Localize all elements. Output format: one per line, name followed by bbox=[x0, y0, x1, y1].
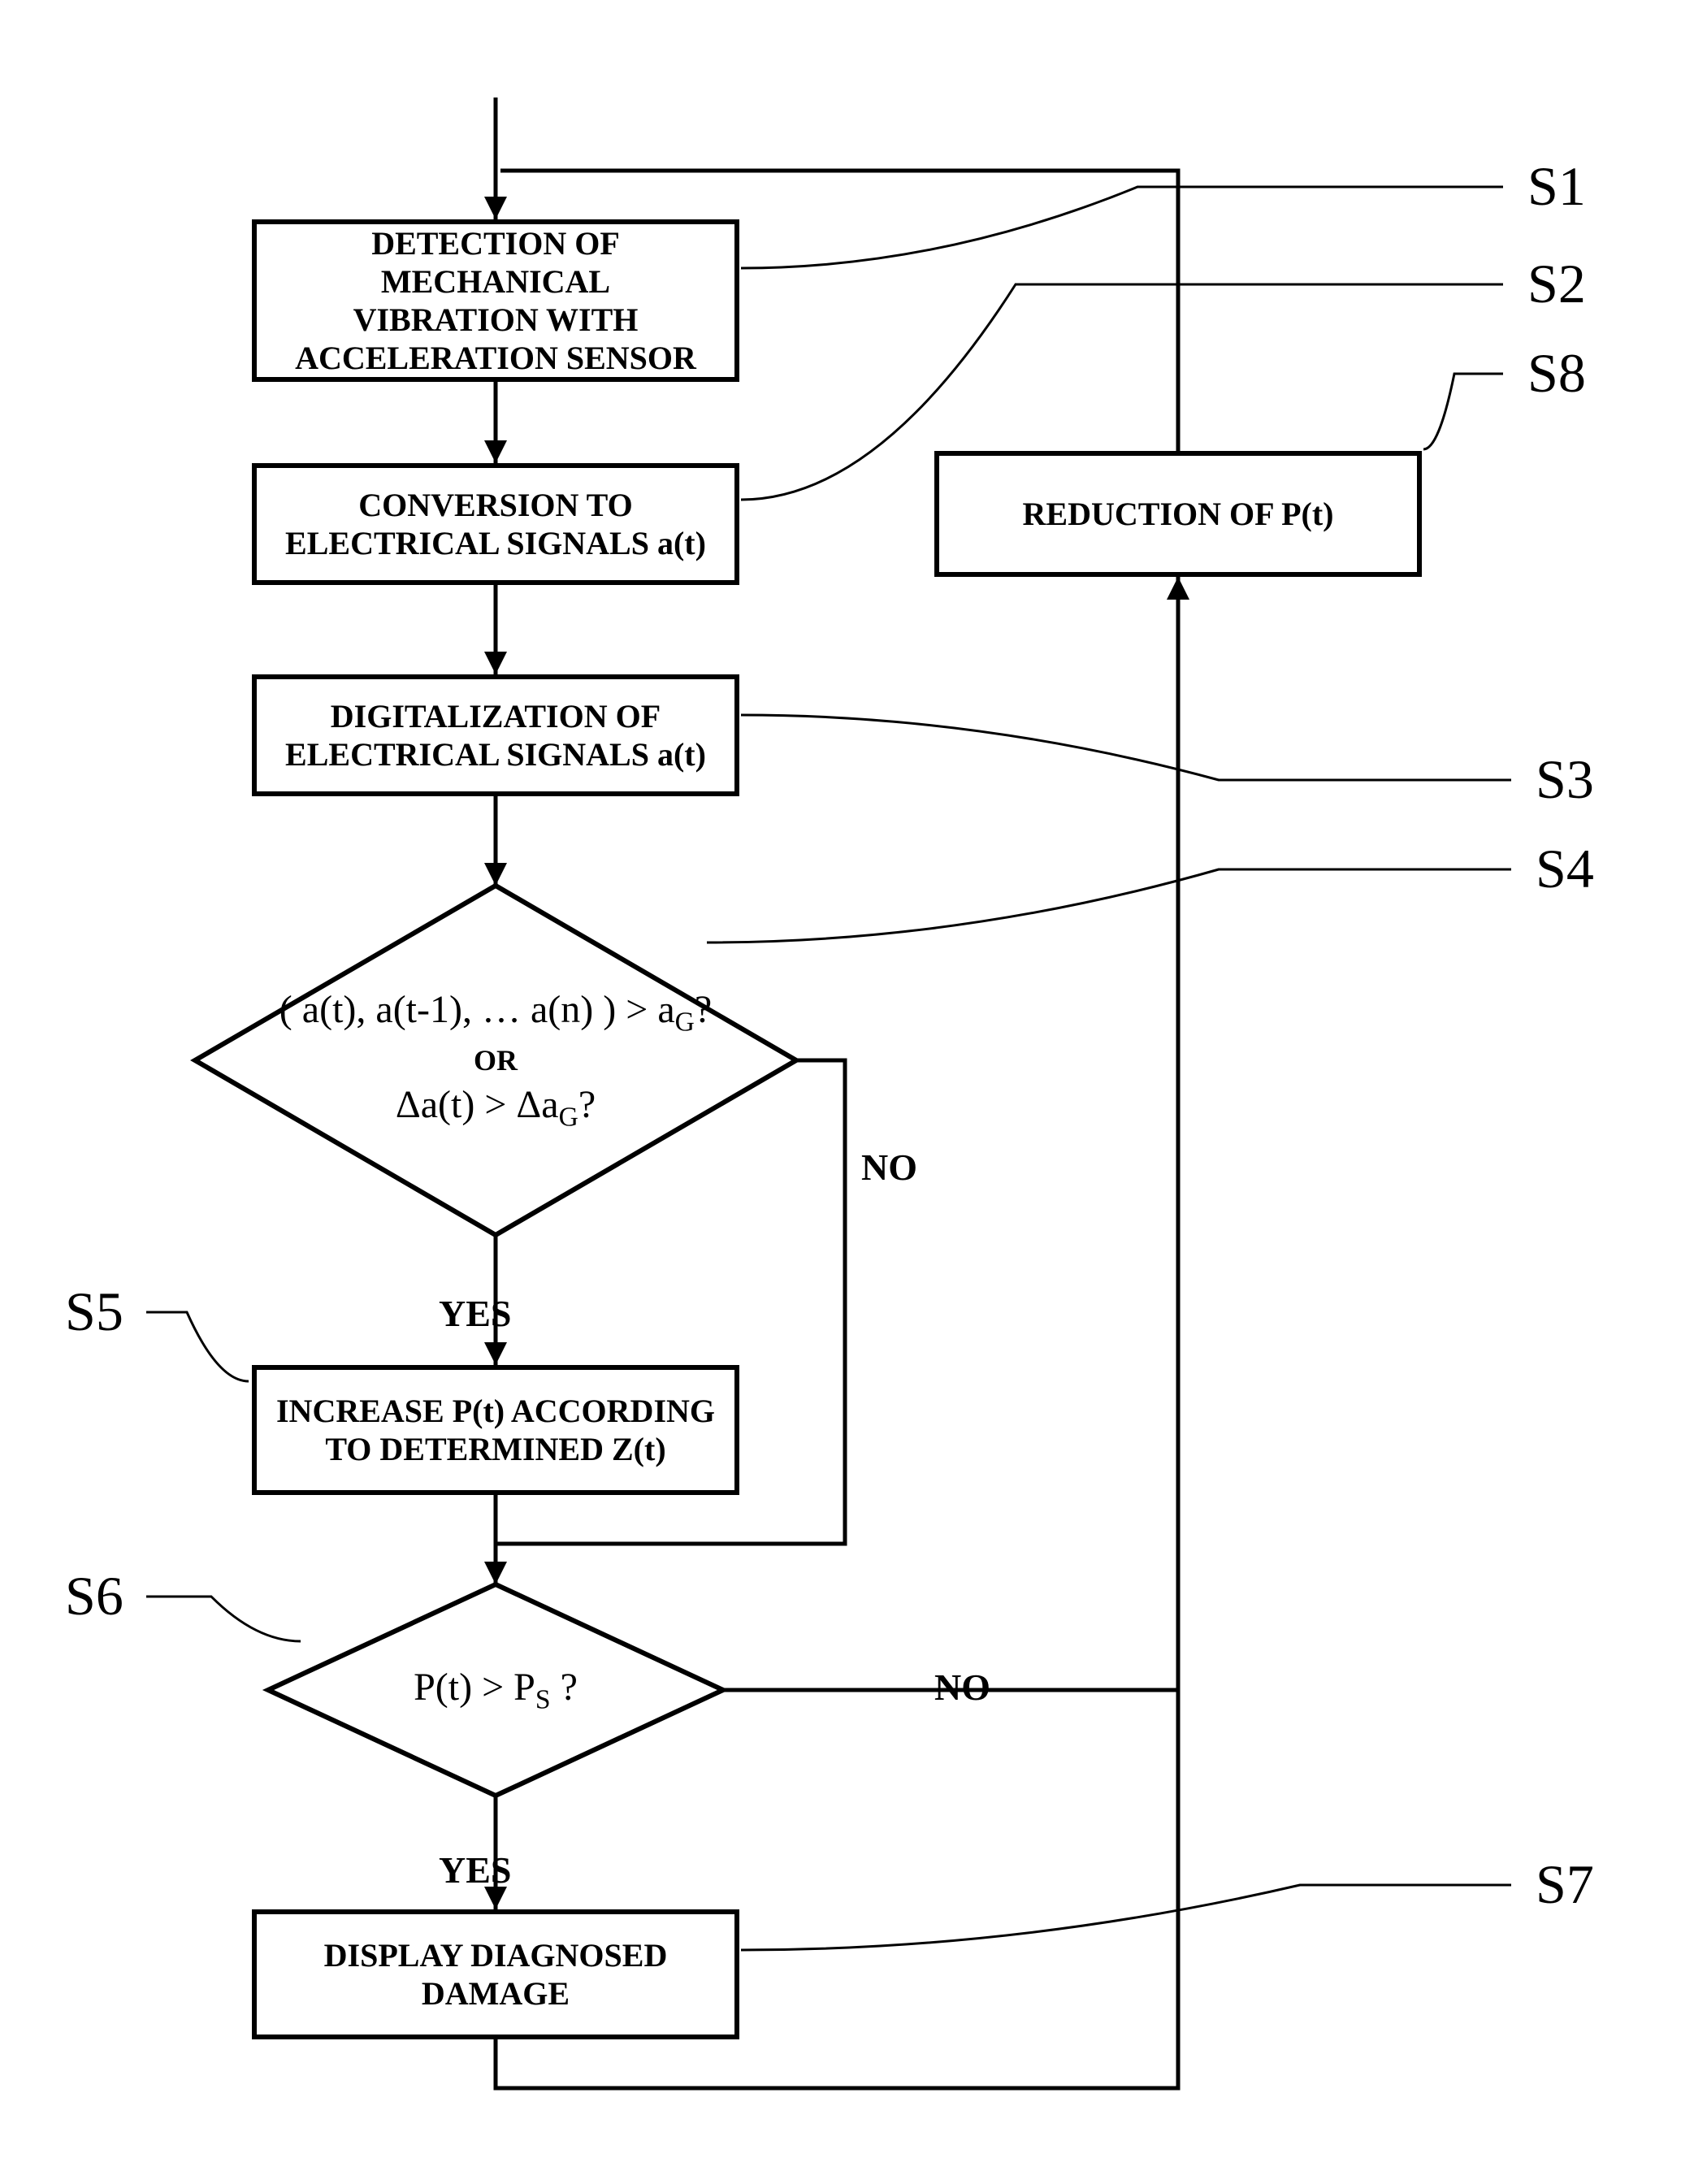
node-text-s6: P(t) > PS ? bbox=[414, 1660, 578, 1721]
edge-label-s4-yes: YES bbox=[439, 1292, 511, 1335]
node-text-s1: DETECTION OF MECHANICALVIBRATION WITHACC… bbox=[265, 224, 726, 377]
node-text-s2: CONVERSION TOELECTRICAL SIGNALS a(t) bbox=[285, 486, 706, 562]
node-text-s8: REDUCTION OF P(t) bbox=[1023, 495, 1334, 533]
callout-label-c-s3: S3 bbox=[1536, 748, 1594, 812]
node-s7: DISPLAY DIAGNOSEDDAMAGE bbox=[252, 1909, 739, 2039]
edge-label-s6-no: NO bbox=[934, 1666, 990, 1709]
callout-c-s8 bbox=[1423, 374, 1503, 449]
callout-label-c-s8: S8 bbox=[1527, 341, 1586, 405]
node-s5: INCREASE P(t) ACCORDINGTO DETERMINED Z(t… bbox=[252, 1365, 739, 1495]
node-text-s3: DIGITALIZATION OFELECTRICAL SIGNALS a(t) bbox=[285, 697, 706, 774]
callout-label-c-s2: S2 bbox=[1527, 252, 1586, 316]
callout-label-c-s6: S6 bbox=[65, 1564, 123, 1628]
node-s1: DETECTION OF MECHANICALVIBRATION WITHACC… bbox=[252, 219, 739, 382]
callout-c-s4 bbox=[707, 869, 1511, 942]
node-wrap-s4: ( a(t), a(t-1), … a(n) ) > aG?ORΔa(t) > … bbox=[195, 886, 796, 1235]
callout-c-s3 bbox=[741, 715, 1511, 780]
callout-label-c-s4: S4 bbox=[1536, 837, 1594, 901]
callout-c-s7 bbox=[741, 1885, 1511, 1950]
callout-label-c-s7: S7 bbox=[1536, 1852, 1594, 1917]
node-s2: CONVERSION TOELECTRICAL SIGNALS a(t) bbox=[252, 463, 739, 585]
node-text-s4: ( a(t), a(t-1), … a(n) ) > aG?ORΔa(t) > … bbox=[279, 982, 712, 1138]
edge-label-s4-no: NO bbox=[861, 1146, 917, 1189]
callout-c-s5 bbox=[146, 1312, 249, 1381]
callout-label-c-s1: S1 bbox=[1527, 154, 1586, 219]
callout-c-s1 bbox=[741, 187, 1503, 268]
callout-label-c-s5: S5 bbox=[65, 1280, 123, 1344]
node-text-s7: DISPLAY DIAGNOSEDDAMAGE bbox=[324, 1936, 668, 2013]
node-wrap-s6: P(t) > PS ? bbox=[268, 1584, 723, 1796]
node-text-s5: INCREASE P(t) ACCORDINGTO DETERMINED Z(t… bbox=[276, 1392, 715, 1468]
node-s8: REDUCTION OF P(t) bbox=[934, 451, 1422, 577]
edge-label-s6-yes: YES bbox=[439, 1848, 511, 1892]
node-s3: DIGITALIZATION OFELECTRICAL SIGNALS a(t) bbox=[252, 674, 739, 796]
